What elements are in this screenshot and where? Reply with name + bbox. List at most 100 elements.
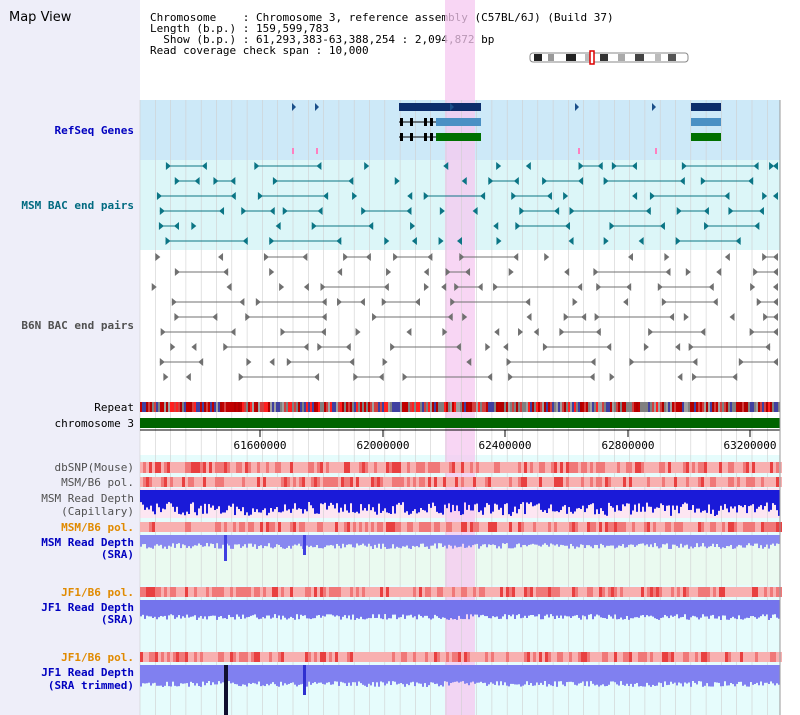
jf1-sra-bar [342, 600, 344, 617]
dbsnp-cell [149, 462, 152, 473]
b6n-bac-end [317, 343, 323, 351]
jf1-trim-bar [670, 665, 672, 682]
jf1-pol-cell [548, 587, 551, 597]
jf1-trim-bar [588, 665, 590, 687]
msm-bac-end [368, 222, 374, 230]
gene-exon [430, 133, 433, 141]
msm-pol2-cell [644, 522, 647, 532]
repeat-segment [726, 402, 728, 412]
jf1-trim-bar [616, 665, 618, 685]
msm-sra-bar [730, 535, 732, 545]
msm-pol-cell [572, 477, 575, 487]
msm-cap-bar [634, 490, 636, 505]
jf1-sra-bar [660, 600, 662, 619]
dbsnp-cell [311, 462, 314, 473]
jf1-sra-bar [466, 600, 468, 615]
msm-sra-bar [492, 535, 494, 545]
msm-pol-cell [281, 477, 284, 487]
msm-sra-bar [690, 535, 692, 547]
b6n-bac-end [402, 373, 408, 381]
b6n-bac-end [393, 253, 399, 261]
jf1-trim-bar [720, 665, 722, 687]
b6n-bac-end [160, 328, 166, 336]
repeat-segment [162, 402, 164, 412]
msm-cap-bar [246, 490, 248, 513]
jf1-trim-bar [400, 665, 402, 683]
dbsnp-cell [590, 462, 593, 473]
jf1-pol2-cell [767, 652, 770, 662]
jf1-sra-bar [166, 600, 168, 620]
msm-sra-bar [686, 535, 688, 545]
jf1-trim-bar [444, 665, 446, 682]
msm-sra-bar [204, 535, 206, 547]
msm-cap-bar [490, 490, 492, 514]
msm-pol-cell [158, 477, 161, 487]
jf1-trim-bar [394, 665, 396, 682]
msm-sra-bar [486, 535, 488, 548]
repeat-segment [446, 402, 448, 412]
msm-cap-bar [402, 490, 404, 503]
msm-sra-bar [142, 535, 144, 545]
msm-pol-cell [503, 477, 506, 487]
msm-sra-bar [416, 535, 418, 547]
msm-pol2-cell [566, 522, 569, 532]
b6n-bac-end [159, 358, 165, 366]
jf1-sra-bar [186, 600, 188, 615]
msm-pol-cell [419, 477, 422, 487]
jf1-pol-cell [644, 587, 647, 597]
jf1-sra-bar [580, 600, 582, 620]
jf1-trim-bar [370, 665, 372, 686]
msm-sra-bar [516, 535, 518, 545]
feature-layer[interactable] [151, 103, 778, 381]
jf1-sra-bar [328, 600, 330, 615]
jf1-pol2-cell [332, 652, 335, 662]
jf1-trim-bar [638, 665, 640, 687]
jf1-trim-bar [734, 665, 736, 687]
jf1-pol-cell [518, 587, 521, 597]
repeat-segment [222, 402, 224, 412]
repeat-segment [216, 402, 218, 412]
msm-pol2-cell [428, 522, 431, 532]
jf1-pol2-cell [665, 652, 668, 662]
msm-cap-bar [682, 490, 684, 505]
dbsnp-cell [485, 462, 488, 473]
jf1-pol2-cell [755, 652, 758, 662]
repeat-segment [214, 402, 216, 412]
msm-pol-cell [335, 477, 338, 487]
jf1-sra-bar [194, 600, 196, 616]
repeat-segment [262, 402, 264, 412]
msm-sra-bar [216, 535, 218, 544]
repeat-segment [570, 402, 572, 412]
msm-pol-cell [584, 477, 587, 487]
b6n-bac-end [390, 343, 396, 351]
repeat-segment [442, 402, 444, 412]
jf1-pol-cell [575, 587, 578, 597]
jf1-sra-bar [608, 600, 610, 615]
msm-sra-bar [540, 535, 542, 547]
b6n-bac-end [372, 313, 378, 321]
jf1-sra-bar [448, 600, 450, 620]
msm-pol-cell [518, 477, 521, 487]
repeat-segment [564, 402, 566, 412]
msm-sra-spike [224, 535, 227, 561]
msm-pol-cell [494, 477, 497, 487]
msm-cap-bar [606, 490, 608, 516]
repeat-segment [594, 402, 596, 412]
jf1-sra-bar [516, 600, 518, 616]
msm-cap-bar [608, 490, 610, 503]
jf1-trim-bar [658, 665, 660, 683]
repeat-segment [610, 402, 612, 412]
msm-sra-bar [634, 535, 636, 547]
chromosome-ideogram[interactable] [529, 50, 689, 65]
dbsnp-cell [542, 462, 545, 473]
msm-sra-bar [394, 535, 396, 549]
b6n-bac-end [683, 313, 689, 321]
msm-cap-bar [768, 490, 770, 512]
jf1-pol2-cell [425, 652, 428, 662]
dbsnp-cell [740, 462, 743, 473]
jf1-trim-bar [686, 665, 688, 684]
b6n-bac-end [454, 283, 460, 291]
msm-pol-cell [593, 477, 596, 487]
b6n-bac-end [423, 268, 429, 276]
